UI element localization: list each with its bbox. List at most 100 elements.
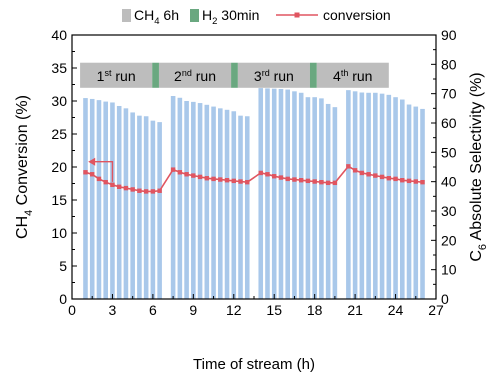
y-right-tick-label: 70 (441, 86, 457, 102)
x-tick-label: 6 (149, 302, 157, 318)
y-left-tick-label: 0 (59, 291, 67, 307)
run-label-3: 3rd run (254, 68, 294, 84)
x-tick-label: 9 (189, 302, 197, 318)
y-left-tick-label: 15 (51, 192, 67, 208)
conversion-point (258, 170, 263, 176)
selectivity-bar (373, 92, 378, 299)
selectivity-bar (305, 97, 311, 299)
selectivity-bar (325, 103, 331, 299)
selectivity-bar (150, 120, 156, 299)
y-right-tick-label: 60 (441, 115, 457, 131)
conversion-point (218, 177, 223, 182)
conversion-point (123, 185, 129, 191)
run-label-1: 1st run (97, 68, 136, 84)
conversion-point (238, 179, 243, 184)
x-tick-label: 3 (109, 302, 117, 318)
run-band-ch4-2 (158, 62, 232, 88)
selectivity-bar (116, 105, 122, 299)
selectivity-bar (312, 97, 317, 299)
x-tick-label: 27 (428, 302, 444, 318)
selectivity-bar (197, 103, 203, 299)
selectivity-bar (143, 116, 149, 300)
run-band-ch4-3 (237, 62, 310, 88)
selectivity-bar (406, 104, 412, 300)
selectivity-bar (204, 104, 210, 300)
y-right-tick-label: 40 (441, 174, 457, 190)
selectivity-bar (265, 88, 270, 300)
conversion-point (325, 180, 331, 186)
conversion-point (373, 173, 378, 178)
y-left-tick-label: 10 (51, 225, 67, 241)
selectivity-bar (103, 101, 108, 299)
selectivity-bar (271, 88, 277, 300)
selectivity-bar (110, 102, 115, 299)
conversion-point (305, 178, 311, 184)
x-tick-label: 21 (347, 302, 363, 318)
y-right-tick-label: 10 (441, 262, 457, 278)
selectivity-bar (211, 106, 216, 299)
y-left-tick-label: 20 (51, 159, 67, 175)
conversion-point (197, 174, 203, 180)
conversion-point (90, 172, 95, 177)
conversion-point (245, 179, 250, 185)
selectivity-bar (292, 91, 297, 299)
x-tick-label: 0 (68, 302, 76, 318)
conversion-point (406, 178, 412, 184)
conversion-point (393, 176, 398, 182)
selectivity-bar (177, 97, 183, 299)
selectivity-bar (83, 98, 88, 299)
conversion-point (312, 179, 317, 184)
y-right-tick-label: 20 (441, 232, 457, 248)
selectivity-bar (123, 108, 129, 299)
y-left-tick-label: 25 (51, 126, 67, 142)
conversion-point (170, 167, 176, 172)
selectivity-bar (244, 116, 250, 300)
conversion-point (103, 179, 108, 185)
conversion-point (352, 168, 358, 173)
y-right-axis-label: C6 Absolute Selectivity (%) (468, 72, 489, 261)
conversion-point (379, 174, 385, 180)
conversion-point (298, 178, 304, 183)
run-band-h2-1 (152, 62, 159, 88)
selectivity-bar (359, 92, 365, 299)
conversion-point (96, 176, 102, 182)
conversion-point (292, 177, 297, 182)
selectivity-bar (89, 98, 95, 300)
selectivity-bar (400, 99, 405, 300)
selectivity-bar (238, 115, 243, 300)
selectivity-bar (379, 93, 385, 300)
selectivity-bar (393, 97, 398, 299)
conversion-point (285, 176, 290, 182)
conversion-point (386, 176, 392, 181)
selectivity-bar (366, 92, 371, 299)
conversion-point (413, 179, 418, 184)
selectivity-bar (157, 122, 162, 300)
conversion-point (191, 173, 196, 178)
run-label-4: 4th run (333, 68, 372, 84)
annotation-arrow-line (94, 161, 114, 182)
y-left-axis-label: CH4 Conversion (%) (14, 95, 35, 239)
conversion-point (177, 170, 183, 175)
selectivity-bar (224, 109, 230, 299)
conversion-point (319, 179, 324, 185)
run-band-ch4-1 (80, 62, 153, 88)
conversion-point (157, 188, 162, 193)
selectivity-bar (386, 94, 392, 299)
y-left-tick-label: 40 (51, 27, 67, 43)
conversion-point (150, 189, 156, 194)
x-tick-label: 12 (226, 302, 242, 318)
annotation-arrow-head (88, 157, 96, 166)
conversion-point (400, 178, 405, 183)
y-left-tick-label: 35 (51, 60, 67, 76)
conversion-point (184, 172, 189, 177)
y-right-tick-label: 0 (441, 291, 449, 307)
selectivity-bar (184, 101, 189, 299)
conversion-point (278, 175, 284, 180)
conversion-point (137, 188, 142, 193)
conversion-point (420, 179, 425, 185)
selectivity-bar (298, 92, 304, 299)
x-tick-label: 18 (307, 302, 323, 318)
conversion-point (272, 174, 277, 179)
selectivity-bar (319, 98, 324, 299)
